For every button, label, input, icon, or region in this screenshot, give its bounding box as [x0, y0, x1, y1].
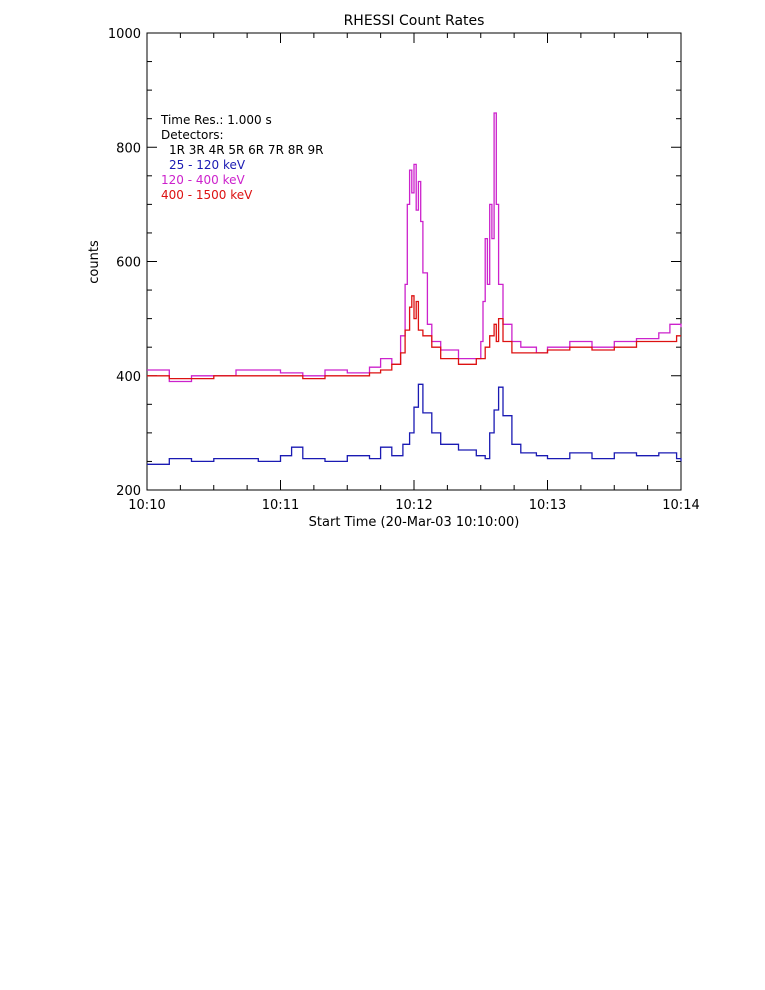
x-tick-label: 10:11 [262, 498, 299, 513]
x-axis-label: Start Time (20-Mar-03 10:10:00) [309, 515, 520, 530]
x-tick-label: 10:10 [128, 498, 165, 513]
y-tick-label: 200 [116, 484, 141, 499]
legend-time-res: Time Res.: 1.000 s [160, 113, 272, 127]
legend-detectors-list: 1R 3R 4R 5R 6R 7R 8R 9R [169, 143, 323, 157]
axis-ticks [146, 32, 682, 491]
series-line-3 [147, 295, 681, 380]
legend-series-2: 120 - 400 keV [161, 173, 245, 187]
y-axis-label: counts [87, 240, 102, 284]
x-tick-label: 10:14 [662, 498, 699, 513]
y-tick-label: 600 [116, 256, 141, 271]
y-tick-labels: 200 400 600 800 1000 [108, 27, 141, 499]
chart-title: RHESSI Count Rates [344, 13, 485, 29]
x-tick-label: 10:13 [529, 498, 566, 513]
legend-series-3: 400 - 1500 keV [161, 188, 253, 202]
y-tick-label: 800 [116, 141, 141, 156]
series-line-1 [147, 383, 682, 465]
x-tick-labels: 10:10 10:11 10:12 10:13 10:14 [128, 498, 699, 513]
series-lines [147, 112, 682, 465]
y-tick-label: 400 [116, 370, 141, 385]
y-tick-label: 1000 [108, 27, 141, 42]
legend-detectors-heading: Detectors: [161, 128, 224, 142]
legend-series-1: 25 - 120 keV [169, 158, 246, 172]
legend: Time Res.: 1.000 s Detectors: 1R 3R 4R 5… [160, 113, 323, 202]
x-tick-label: 10:12 [395, 498, 432, 513]
